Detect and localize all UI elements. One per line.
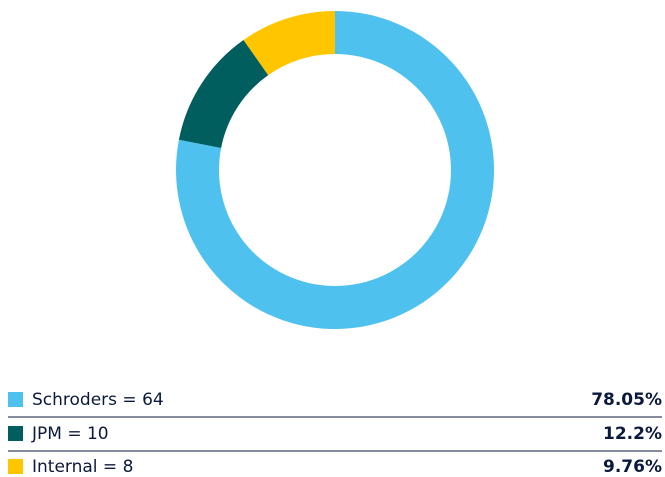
- donut-segment: [178, 39, 269, 148]
- legend-percent: 78.05%: [591, 390, 662, 410]
- donut-segment: [243, 11, 335, 76]
- legend-percent: 12.2%: [603, 424, 662, 444]
- legend-swatch: [8, 459, 23, 474]
- legend-label: Internal = 8: [32, 457, 133, 477]
- legend-swatch: [8, 392, 23, 407]
- legend-swatch: [8, 426, 23, 441]
- legend-label: Schroders = 64: [32, 390, 164, 410]
- legend-percent: 9.76%: [603, 457, 662, 477]
- legend-label: JPM = 10: [31, 424, 109, 444]
